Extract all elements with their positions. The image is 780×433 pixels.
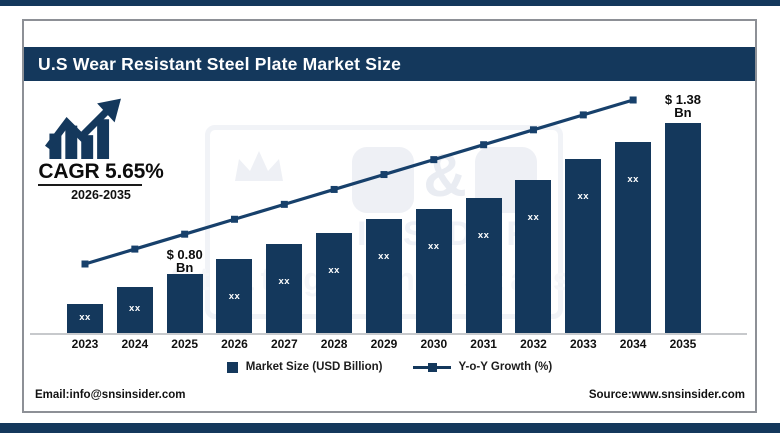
legend-item-market-size: Market Size (USD Billion): [226, 361, 383, 373]
bar-2028: xx: [316, 233, 353, 333]
line-marker-2023: [81, 260, 89, 268]
legend-item-yoy-growth: Y-o-Y Growth (%): [412, 361, 553, 373]
bar-2025: [166, 274, 203, 333]
x-axis-label-2023: 2023: [71, 337, 99, 351]
bar-value-label: xx: [428, 241, 440, 252]
line-marker-2027: [280, 200, 288, 208]
x-axis-label-2026: 2026: [221, 337, 248, 351]
bar-value-label: xx: [228, 291, 241, 302]
bar-value-label: xx: [129, 303, 141, 314]
x-axis-label-2034: 2034: [619, 337, 647, 351]
x-axis-label-2032: 2032: [520, 337, 547, 351]
x-axis-label-2030: 2030: [420, 337, 448, 351]
top-accent-bar: [0, 0, 780, 6]
legend-label-yoy-growth: Y-o-Y Growth (%): [458, 361, 553, 373]
bar-2029: xx: [365, 219, 402, 333]
bar-2027: xx: [266, 244, 303, 333]
page-title: U.S Wear Resistant Steel Plate Market Si…: [24, 47, 755, 81]
x-axis-label-2028: 2028: [320, 337, 348, 351]
bar-value-label: xx: [527, 212, 540, 223]
bottom-accent-bar: [0, 423, 780, 433]
chart-frame: U.S Wear Resistant Steel Plate Market Si…: [22, 19, 757, 413]
line-marker-2029: [380, 171, 388, 179]
legend-label-market-size: Market Size (USD Billion): [245, 361, 383, 373]
line-marker-2034: [629, 96, 637, 104]
footer-source: Source:www.snsinsider.com: [588, 389, 745, 401]
x-axis-label-2029: 2029: [370, 337, 398, 351]
bar-value-label: xx: [577, 191, 590, 202]
bar-value-label: xx: [378, 251, 390, 262]
value-annotation-2035: $ 1.38 Bn: [664, 92, 702, 120]
bar-2033: xx: [565, 159, 602, 333]
bar-2031: xx: [465, 198, 502, 333]
footer-email: Email:info@snsinsider.com: [35, 389, 186, 401]
bar-value-label: xx: [627, 174, 639, 185]
x-axis-label-2024: 2024: [121, 337, 149, 351]
x-axis-label-2027: 2027: [270, 337, 298, 351]
bar-2030: xx: [415, 209, 452, 333]
bar-2026: xx: [216, 259, 253, 333]
line-marker-2033: [579, 111, 587, 119]
bar-value-label: xx: [278, 276, 291, 287]
value-annotation-2025: $ 0.80 Bn: [166, 247, 203, 275]
line-marker-2028: [330, 185, 338, 193]
bar-series-swatch-icon: [226, 361, 238, 373]
x-axis-label-2035: 2035: [669, 337, 697, 351]
line-marker-2031: [480, 141, 488, 149]
bar-value-label: xx: [477, 230, 490, 241]
bar-value-label: xx: [328, 265, 340, 276]
line-marker-2025: [181, 230, 189, 238]
x-axis-label-2031: 2031: [470, 337, 497, 351]
x-axis-line: [30, 333, 747, 335]
chart-legend: Market Size (USD Billion) Y-o-Y Growth (…: [24, 361, 755, 373]
line-marker-2032: [529, 126, 537, 134]
bar-value-label: xx: [79, 311, 91, 323]
line-marker-2030: [430, 156, 438, 164]
line-marker-2026: [230, 215, 238, 223]
bar-2024: xx: [116, 287, 153, 333]
line-series-swatch-icon: [412, 362, 451, 372]
bar-2032: xx: [515, 180, 552, 333]
x-axis-label-2033: 2033: [569, 337, 597, 351]
plot-area: xx 2023 xx 2024 2025 xx 2026 xx 2027 xx 2028 xx 2029…: [24, 21, 755, 411]
bar-2035: [664, 123, 701, 333]
bar-2034: xx: [615, 142, 652, 333]
line-marker-2024: [131, 245, 139, 253]
bar-2023: xx: [67, 304, 103, 333]
x-axis-label-2025: 2025: [171, 337, 198, 351]
